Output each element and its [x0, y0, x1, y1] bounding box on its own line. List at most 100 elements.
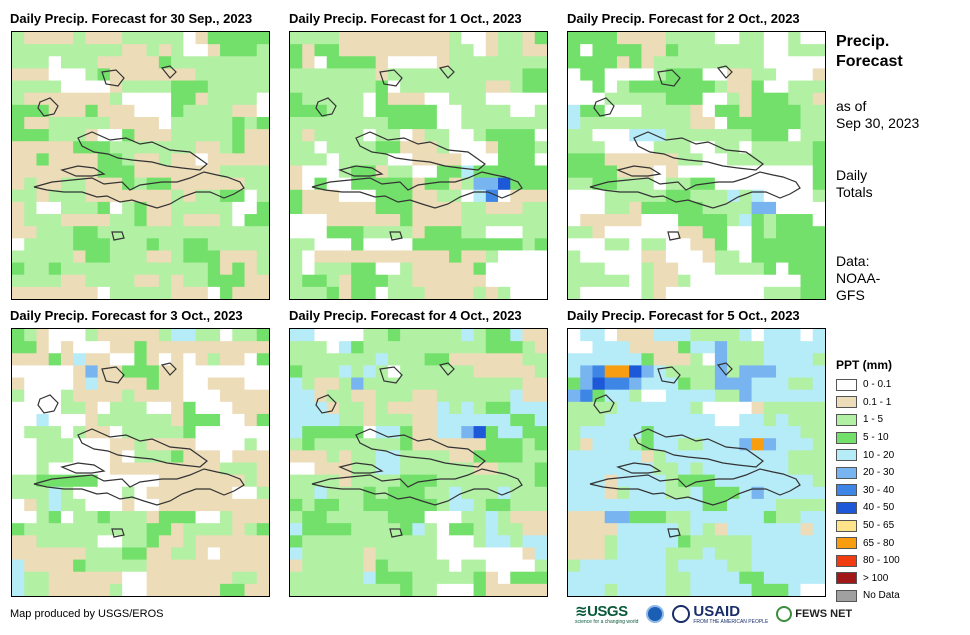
- precip-cell: [183, 226, 197, 239]
- precip-cell: [158, 583, 172, 596]
- precip-cell: [678, 401, 691, 415]
- precip-cell: [629, 141, 643, 154]
- precip-cell: [629, 377, 643, 391]
- precip-cell: [641, 189, 655, 203]
- precip-cell: [232, 511, 246, 524]
- usgs-logo-text: ≋USGS: [575, 603, 628, 620]
- precip-cell: [653, 262, 667, 276]
- precip-cell: [207, 129, 221, 142]
- precip-cell: [207, 365, 221, 379]
- precip-cell: [400, 559, 413, 573]
- precip-cell: [244, 474, 258, 488]
- precip-cell: [800, 389, 814, 403]
- precip-cell: [351, 426, 365, 439]
- precip-cell: [714, 201, 728, 215]
- precip-cell: [183, 389, 197, 403]
- legend-label: 80 - 100: [863, 555, 900, 567]
- precip-cell: [473, 486, 487, 500]
- precip-cell: [85, 226, 99, 239]
- precip-cell: [592, 238, 606, 252]
- precip-cell: [97, 116, 111, 130]
- precip-cell: [653, 141, 667, 154]
- precip-cell: [412, 377, 426, 391]
- precip-cell: [436, 341, 450, 354]
- precip-cell: [678, 68, 691, 82]
- precip-cell: [812, 450, 825, 464]
- precip-cell: [363, 450, 377, 464]
- precip-cell: [702, 165, 716, 179]
- precip-cell: [338, 104, 352, 118]
- precip-cell: [171, 262, 184, 276]
- precip-cell: [207, 116, 221, 130]
- precip-cell: [400, 523, 413, 536]
- precip-cell: [48, 498, 62, 512]
- precip-cell: [763, 498, 777, 512]
- precip-cell: [109, 177, 123, 191]
- precip-cell: [375, 511, 389, 524]
- precip-cell: [351, 474, 365, 488]
- precip-cell: [727, 250, 740, 264]
- precip-cell: [412, 153, 426, 167]
- precip-cell: [436, 389, 450, 403]
- precip-cell: [302, 238, 316, 252]
- precip-cell: [727, 535, 740, 549]
- precip-cell: [207, 547, 221, 561]
- precip-cell: [449, 401, 462, 415]
- precip-cell: [387, 547, 401, 561]
- precip-cell: [314, 462, 328, 476]
- precip-cell: [763, 583, 777, 596]
- precip-cell: [338, 329, 352, 342]
- precip-cell: [788, 129, 802, 142]
- precip-cell: [580, 92, 594, 106]
- precip-cell: [510, 286, 524, 299]
- precip-cell: [256, 353, 269, 367]
- coastline-outline: [633, 131, 764, 171]
- precip-cell: [812, 547, 825, 561]
- precip-cell: [449, 559, 462, 573]
- precip-cell: [678, 559, 691, 573]
- precip-cell: [326, 177, 340, 191]
- precip-cell: [326, 68, 340, 82]
- precip-cell: [653, 238, 667, 252]
- precip-cell: [653, 286, 667, 299]
- precip-cell: [232, 214, 246, 227]
- precip-cell: [592, 462, 606, 476]
- usaid-seal-icon: [672, 604, 691, 623]
- precip-cell: [498, 201, 511, 215]
- precip-cell: [702, 250, 716, 264]
- precip-cell: [36, 129, 50, 142]
- precip-cell: [232, 413, 246, 427]
- precip-cell: [195, 189, 209, 203]
- precip-cell: [522, 583, 536, 596]
- precip-cell: [183, 498, 197, 512]
- precip-cell: [400, 68, 413, 82]
- precip-cell: [24, 365, 38, 379]
- precip-cell: [751, 32, 765, 45]
- precip-cell: [220, 401, 233, 415]
- daily-line2: Totals: [836, 184, 873, 200]
- precip-cell: [568, 511, 581, 524]
- precip-cell: [461, 559, 475, 573]
- precip-cell: [207, 56, 221, 70]
- precip-cell: [568, 153, 581, 167]
- precip-cell: [12, 438, 25, 451]
- precip-cell: [24, 389, 38, 403]
- precip-cell: [73, 141, 87, 154]
- precip-cell: [812, 389, 825, 403]
- precip-cell: [800, 535, 814, 549]
- precip-cell: [424, 153, 438, 167]
- precip-cell: [592, 486, 606, 500]
- precip-cell: [812, 129, 825, 142]
- precip-cell: [314, 559, 328, 573]
- precip-cell: [678, 438, 691, 451]
- precip-cell: [351, 498, 365, 512]
- precip-cell: [580, 474, 594, 488]
- precip-cell: [207, 32, 221, 45]
- precip-cell: [134, 32, 148, 45]
- precip-cell: [510, 44, 524, 57]
- precip-cell: [653, 401, 667, 415]
- precip-cell: [12, 498, 25, 512]
- precip-cell: [629, 329, 643, 342]
- precip-cell: [171, 450, 184, 464]
- precip-cell: [338, 401, 352, 415]
